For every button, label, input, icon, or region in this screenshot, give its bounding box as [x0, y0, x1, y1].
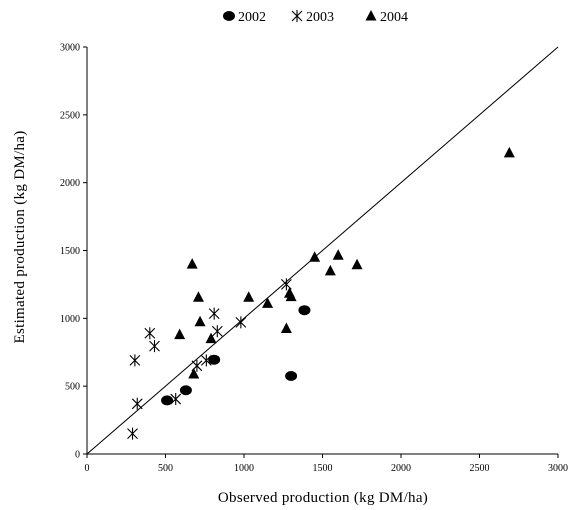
- x-tick-label: 1500: [313, 463, 333, 474]
- plot-area: 0 500 1000 1500 2000 2500 3000 0 500 1000 1500 2000…: [60, 43, 568, 475]
- point-2003: [129, 354, 141, 367]
- y-tick-label: 500: [65, 382, 80, 393]
- point-2004: [194, 315, 206, 327]
- point-2002: [285, 370, 298, 381]
- point-2004: [262, 297, 274, 308]
- x-tick-label: 500: [158, 463, 173, 474]
- point-2002: [298, 305, 311, 316]
- y-tick-label: 1000: [60, 314, 80, 325]
- point-2004: [332, 249, 344, 260]
- legend-label-2004: 2004: [380, 10, 408, 25]
- point-2003: [127, 427, 138, 440]
- point-2004: [351, 258, 363, 270]
- point-2004: [309, 251, 321, 262]
- point-2003: [235, 316, 247, 329]
- legend-label-2003: 2003: [306, 10, 334, 25]
- y-tick-label: 0: [75, 450, 80, 461]
- point-2002: [179, 385, 192, 396]
- y-tick-label: 2500: [60, 110, 80, 121]
- point-2003: [200, 354, 212, 367]
- y-tick-label: 2000: [60, 178, 80, 189]
- y-tick-label: 3000: [60, 43, 80, 54]
- x-tick-label: 1000: [234, 463, 254, 474]
- y-axis-title: Estimated production (kg DM/ha): [12, 130, 28, 343]
- one-to-one-line: [86, 46, 559, 455]
- point-2004: [243, 291, 255, 302]
- legend-marker-2004: [365, 10, 377, 21]
- point-2004: [186, 258, 198, 269]
- point-2002: [161, 395, 174, 406]
- point-2004: [280, 322, 292, 334]
- point-2004: [285, 290, 297, 302]
- point-2004: [205, 332, 217, 344]
- point-2003: [144, 327, 156, 340]
- point-2003: [211, 325, 223, 338]
- point-2004: [503, 146, 515, 158]
- x-tick-label: 2000: [391, 463, 411, 474]
- point-2002: [208, 354, 221, 365]
- y-tick-label: 1500: [60, 246, 80, 257]
- point-2003: [149, 340, 160, 353]
- point-2004: [174, 328, 186, 340]
- x-tick-label: 3000: [548, 463, 568, 474]
- x-tick-label: 2500: [470, 463, 490, 474]
- point-2003: [131, 397, 143, 410]
- legend-marker-2003: [291, 10, 303, 22]
- legend-label-2002: 2002: [238, 10, 266, 25]
- legend-marker-2002: [223, 11, 235, 21]
- point-2004: [324, 264, 336, 276]
- legend: 2002 2003 2004: [223, 10, 408, 25]
- point-2004: [188, 367, 200, 379]
- point-2003: [208, 307, 220, 320]
- point-2004: [192, 291, 204, 302]
- x-axis-title: Observed production (kg DM/ha): [218, 490, 428, 506]
- x-tick-label: 0: [85, 463, 90, 474]
- point-2003: [170, 393, 182, 406]
